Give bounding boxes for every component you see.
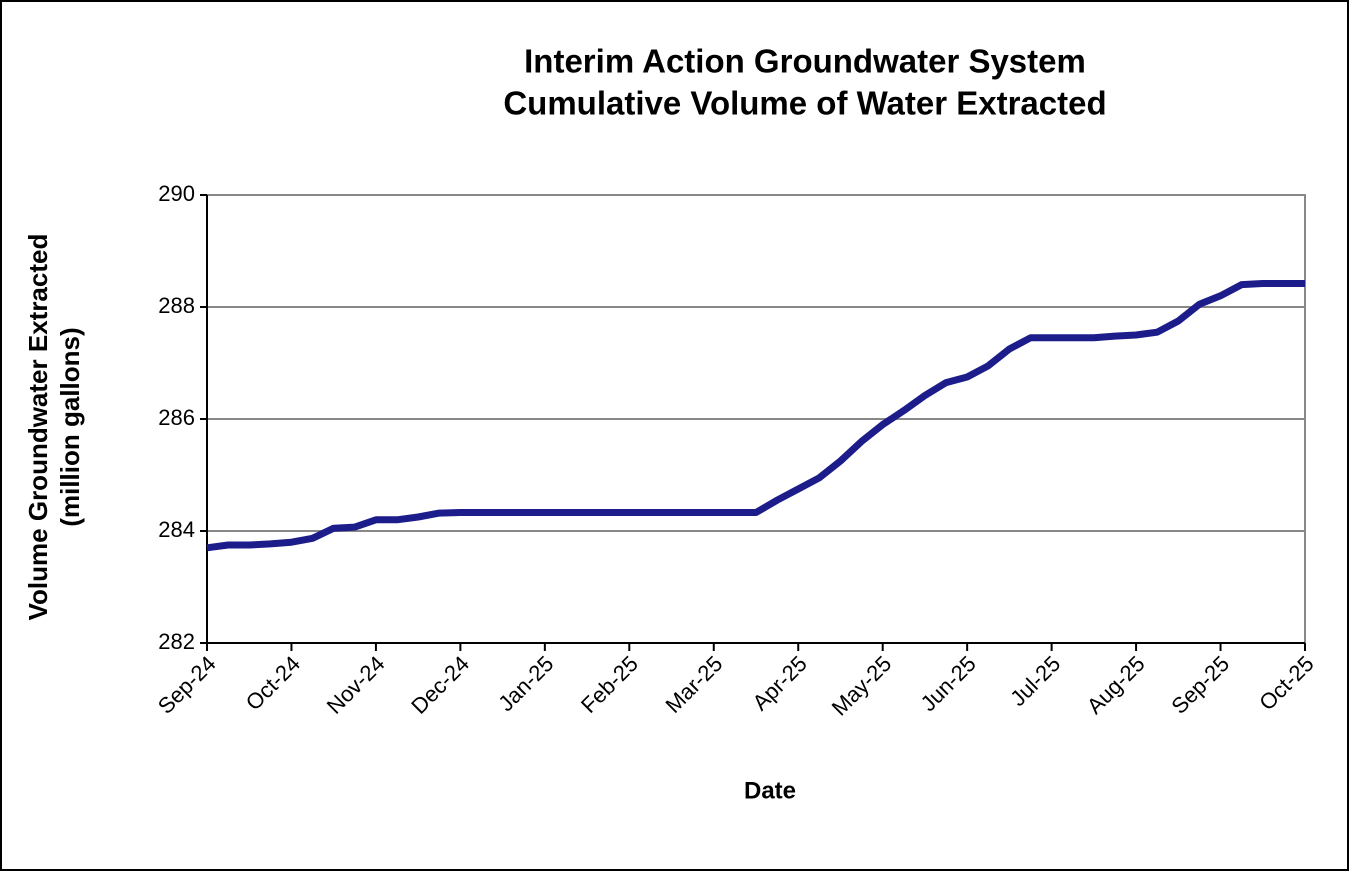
y-tick-label: 290 xyxy=(158,181,195,206)
y-axis-label: Volume Groundwater Extracted xyxy=(23,234,53,621)
data-line xyxy=(206,279,1305,552)
y-axis-label: (million gallons) xyxy=(55,327,85,526)
chart-title: Cumulative Volume of Water Extracted xyxy=(503,85,1106,122)
x-axis-label: Date xyxy=(744,777,796,804)
y-tick-label: 288 xyxy=(158,293,195,318)
y-tick-label: 284 xyxy=(158,517,195,542)
y-tick-label: 286 xyxy=(158,405,195,430)
chart-title: Interim Action Groundwater System xyxy=(524,43,1086,80)
y-tick-label: 282 xyxy=(158,629,195,654)
